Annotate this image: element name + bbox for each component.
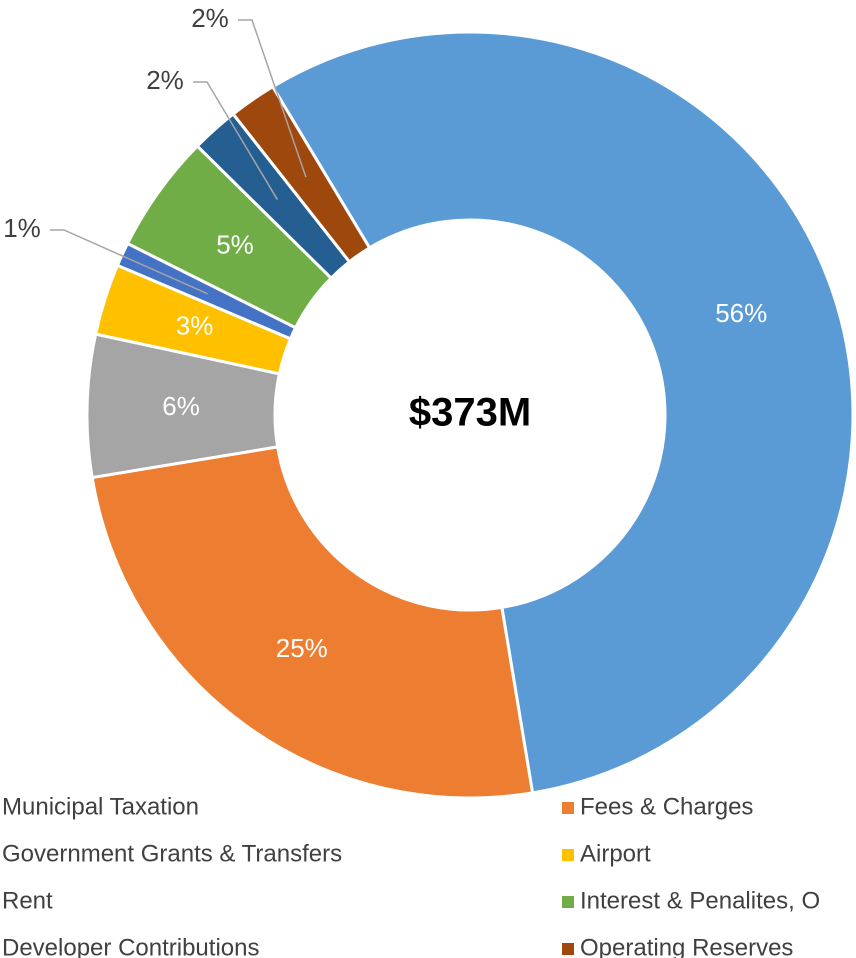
data-label: 56% xyxy=(715,298,767,328)
data-label: 2% xyxy=(191,3,229,33)
data-label: 2% xyxy=(146,65,184,95)
legend-label: Fees & Charges xyxy=(580,793,753,820)
legend-label: Government Grants & Transfers xyxy=(2,840,342,867)
leader-line xyxy=(193,81,279,200)
data-label: 1% xyxy=(3,213,41,243)
data-label: 25% xyxy=(276,633,328,663)
slice xyxy=(90,445,535,800)
data-label: 6% xyxy=(162,391,200,421)
slice xyxy=(270,30,855,795)
data-label: 3% xyxy=(176,310,214,340)
legend-label: Rent xyxy=(2,887,53,914)
legend-marker xyxy=(562,896,574,908)
legend-label: Developer Contributions xyxy=(2,934,259,958)
legend-marker xyxy=(562,943,574,955)
leader-line xyxy=(238,19,307,178)
data-label: 5% xyxy=(216,230,254,260)
legend-marker xyxy=(562,849,574,861)
legend-label: Airport xyxy=(580,840,651,867)
leader-line xyxy=(50,229,208,295)
legend-label: Municipal Taxation xyxy=(2,793,199,820)
slice xyxy=(231,84,372,264)
center-label: $373M xyxy=(409,391,531,435)
legend-label: Operating Reserves xyxy=(580,934,793,958)
legend-label: Interest & Penalites, O xyxy=(580,887,820,914)
legend-marker xyxy=(562,802,574,814)
donut: 56% 25% 6% 3% 1% 5% 2% 2% xyxy=(3,3,855,800)
